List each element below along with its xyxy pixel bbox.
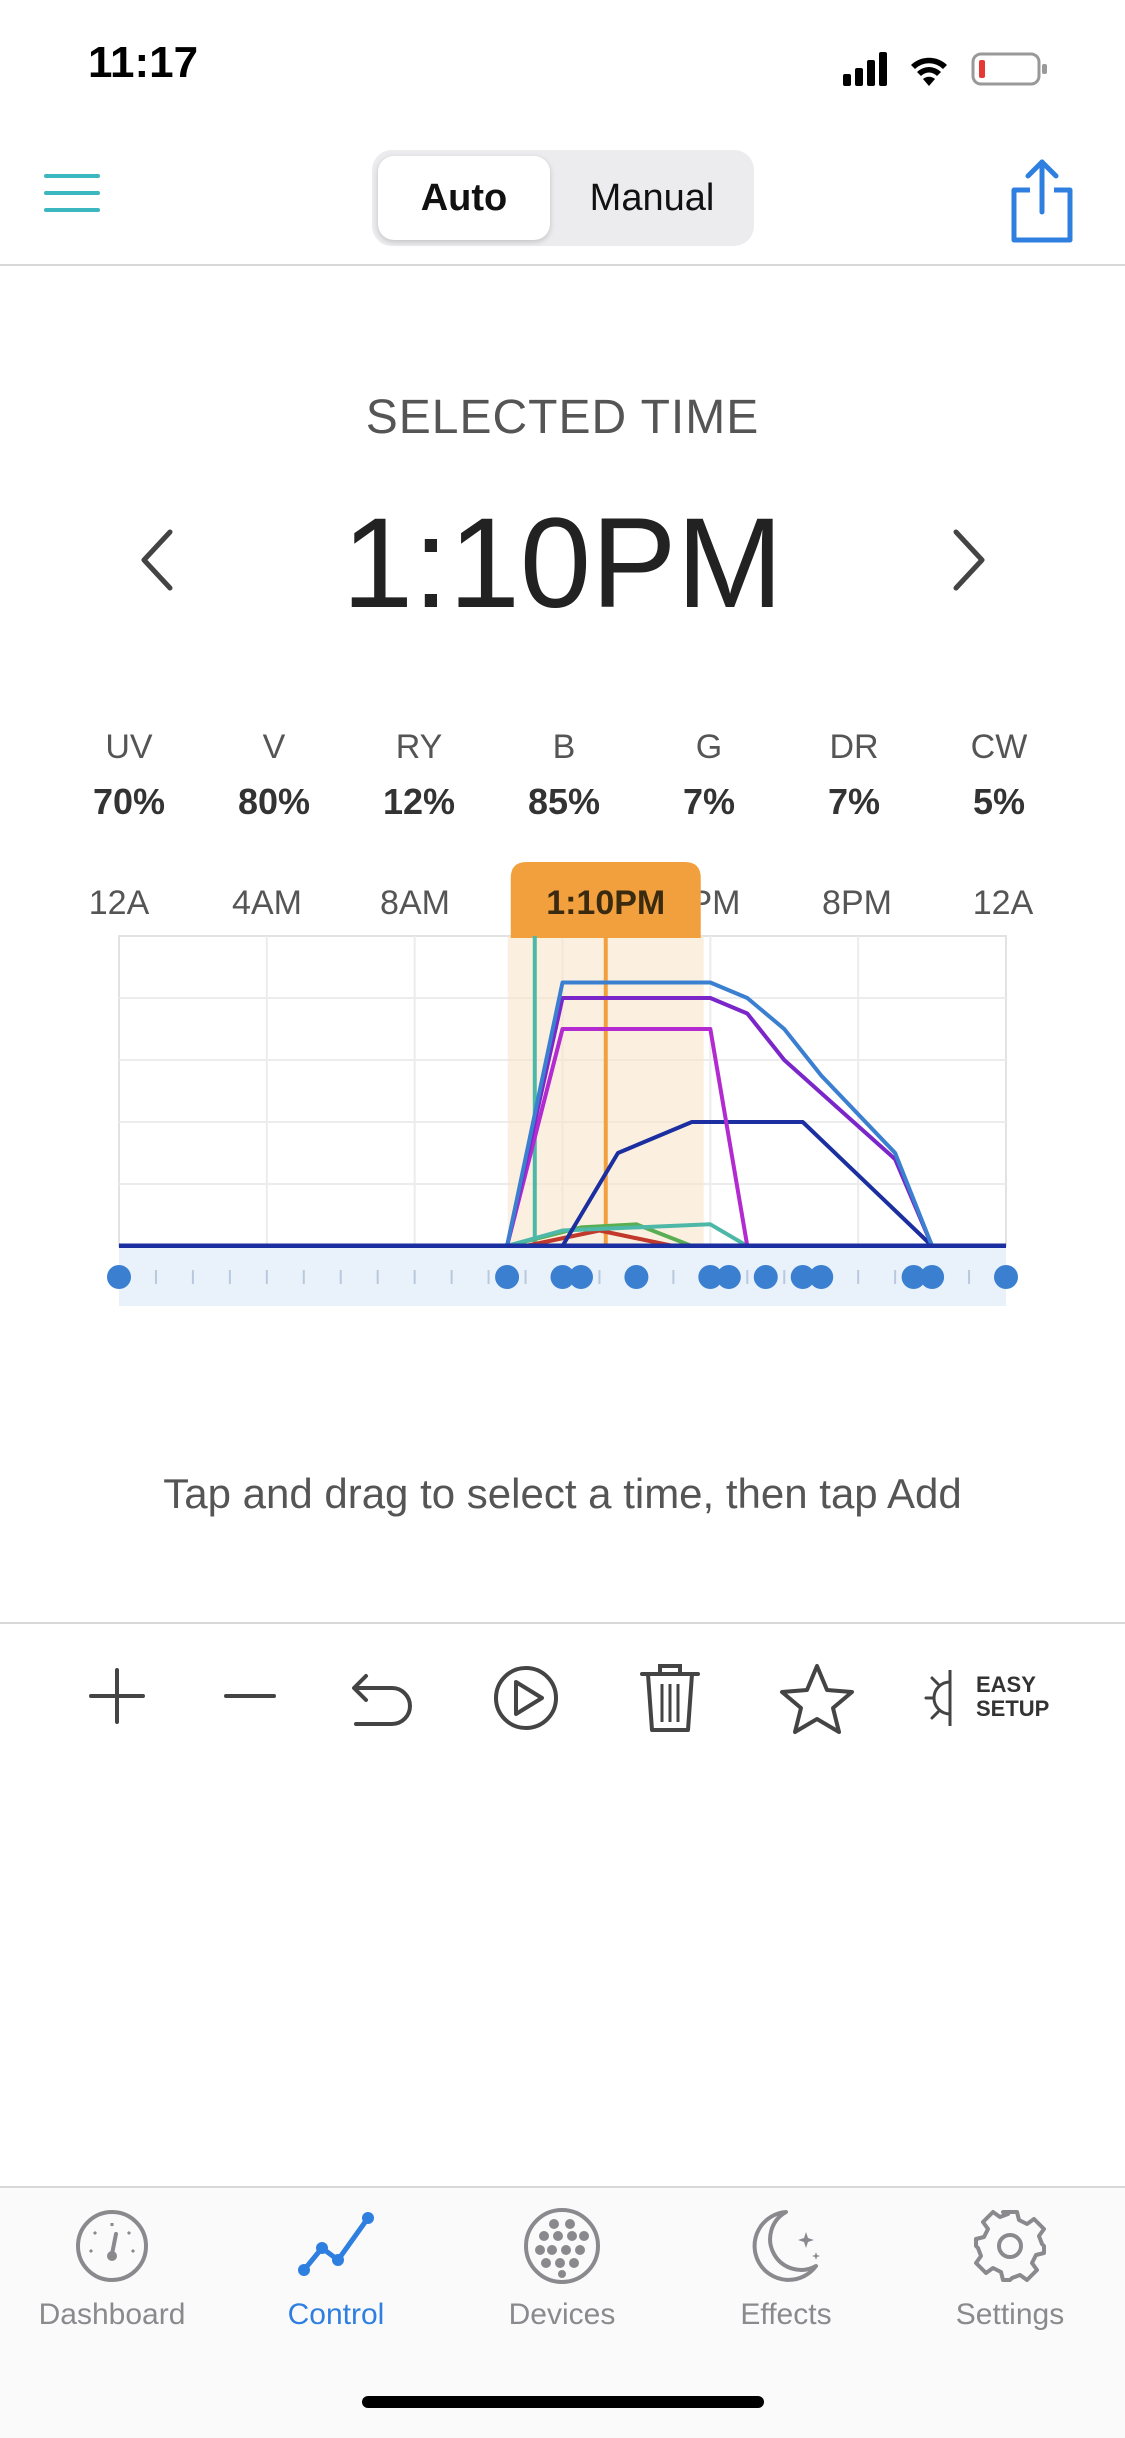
navigation-bar: Auto Manual bbox=[0, 130, 1125, 266]
keyframe-marker bbox=[698, 1265, 723, 1289]
x-tick-label: 4AM bbox=[232, 884, 302, 922]
tab-settings[interactable]: Settings bbox=[910, 2206, 1110, 2332]
settings-gear-icon bbox=[974, 2210, 1046, 2282]
status-icons bbox=[843, 52, 1047, 86]
play-icon[interactable] bbox=[494, 1666, 558, 1730]
tab-label: Devices bbox=[508, 2298, 616, 2331]
keyframe-marker bbox=[550, 1265, 575, 1289]
channel-value: 80% bbox=[237, 781, 311, 822]
keyframe-marker bbox=[495, 1265, 520, 1289]
channel-name: G bbox=[695, 728, 723, 766]
channel-values: UV 70% V 80% RY 12% B 85% G 7% DR 7% CW … bbox=[64, 728, 1064, 828]
keyframe-marker bbox=[107, 1265, 131, 1289]
keyframe-marker bbox=[901, 1265, 926, 1289]
channel-b: B 85% bbox=[499, 728, 629, 828]
easy-setup-label-line2: SETUP bbox=[976, 1696, 1049, 1721]
hint-text: Tap and drag to select a time, then tap … bbox=[163, 1470, 962, 1517]
segment-manual[interactable]: Manual bbox=[589, 176, 715, 219]
channel-g: G 7% bbox=[644, 728, 774, 828]
home-indicator bbox=[362, 2396, 764, 2408]
channel-name: CW bbox=[970, 728, 1028, 766]
chevron-right-icon[interactable] bbox=[938, 520, 998, 600]
channel-v: V 80% bbox=[209, 728, 339, 828]
tab-control[interactable]: Control bbox=[236, 2206, 436, 2332]
undo-icon[interactable] bbox=[352, 1674, 412, 1726]
signal-icon bbox=[843, 52, 887, 86]
x-tick-label: 8PM bbox=[822, 884, 892, 922]
tab-effects[interactable]: Effects bbox=[686, 2206, 886, 2332]
share-icon[interactable] bbox=[1006, 156, 1078, 246]
wifi-icon bbox=[911, 57, 947, 86]
selected-time-value: 1:10PM bbox=[341, 492, 784, 635]
keyframe-marker bbox=[809, 1265, 834, 1289]
easy-setup-button[interactable]: EASY SETUP bbox=[924, 1670, 1049, 1726]
channel-ry: RY 12% bbox=[354, 728, 484, 828]
channel-dr: DR 7% bbox=[789, 728, 919, 828]
channel-value: 12% bbox=[382, 781, 456, 822]
easy-setup-label-line1: EASY bbox=[976, 1672, 1036, 1697]
tab-label: Dashboard bbox=[38, 2298, 186, 2331]
channel-value: 7% bbox=[682, 781, 736, 822]
favorite-star-icon[interactable] bbox=[780, 1664, 854, 1734]
toolbar-divider bbox=[0, 1622, 1125, 1624]
tab-dashboard[interactable]: Dashboard bbox=[12, 2206, 212, 2332]
edit-toolbar: EASY SETUP bbox=[80, 1660, 1049, 1734]
x-tick-label: 8AM bbox=[380, 884, 450, 922]
channel-value: 85% bbox=[527, 781, 601, 822]
chevron-left-icon[interactable] bbox=[128, 520, 188, 600]
keyframe-marker bbox=[753, 1265, 778, 1289]
channel-cw: CW 5% bbox=[934, 728, 1064, 828]
channel-name: DR bbox=[829, 728, 879, 766]
tab-label: Effects bbox=[740, 2298, 832, 2331]
channel-name: UV bbox=[105, 728, 153, 766]
keyframe-marker bbox=[716, 1265, 741, 1289]
x-tick-label: 12A bbox=[89, 884, 150, 922]
trash-icon[interactable] bbox=[640, 1664, 700, 1732]
channel-name: RY bbox=[395, 728, 443, 766]
selected-time-flag-label: 1:10PM bbox=[546, 884, 665, 922]
mode-segmented-control: Auto Manual bbox=[372, 150, 754, 246]
channel-value: 70% bbox=[92, 781, 166, 822]
devices-led-icon bbox=[524, 2208, 600, 2284]
selected-time-label: SELECTED TIME bbox=[365, 391, 760, 444]
add-icon[interactable] bbox=[80, 1660, 150, 1730]
channel-name: B bbox=[552, 728, 576, 766]
effects-moon-icon bbox=[752, 2210, 820, 2282]
keyframe-marker bbox=[790, 1265, 815, 1289]
battery-icon bbox=[971, 52, 1047, 86]
status-time: 11:17 bbox=[88, 38, 199, 87]
channel-name: V bbox=[262, 728, 286, 766]
menu-icon[interactable] bbox=[44, 174, 100, 220]
tab-devices[interactable]: Devices bbox=[462, 2206, 662, 2332]
channel-value: 7% bbox=[827, 781, 881, 822]
tab-label: Settings bbox=[955, 2298, 1065, 2331]
channel-value: 5% bbox=[972, 781, 1026, 822]
x-tick-label: 12A bbox=[973, 884, 1034, 922]
keyframe-marker bbox=[994, 1265, 1018, 1289]
selected-time-flag bbox=[510, 862, 701, 938]
tab-label: Control bbox=[287, 2298, 385, 2331]
keyframe-marker bbox=[624, 1265, 649, 1289]
channel-uv: UV 70% bbox=[64, 728, 194, 828]
tab-bar: Dashboard Control Devices Effect bbox=[0, 2186, 1125, 2438]
keyframe-marker bbox=[920, 1265, 945, 1289]
series-line bbox=[119, 980, 1006, 1248]
dashboard-gauge-icon bbox=[76, 2210, 148, 2282]
remove-icon[interactable] bbox=[215, 1660, 285, 1730]
segment-auto[interactable]: Auto bbox=[378, 156, 550, 240]
control-graph-icon bbox=[298, 2212, 374, 2276]
keyframe-marker bbox=[568, 1265, 593, 1289]
